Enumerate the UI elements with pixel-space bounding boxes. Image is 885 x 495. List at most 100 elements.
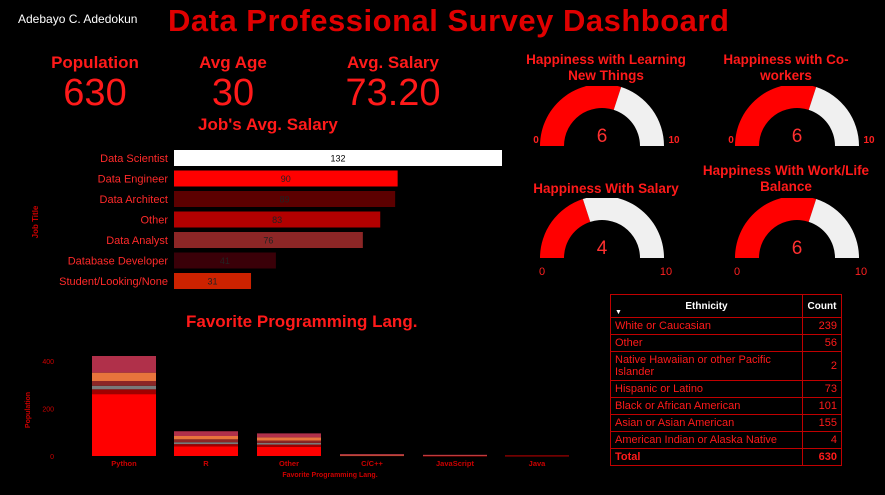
stack-segment (257, 442, 321, 445)
category-label: Data Analyst (106, 235, 168, 247)
bar-value-label: 41 (220, 256, 230, 266)
bar (174, 191, 396, 207)
gauge-worklife-title: Happiness With Work/Life Balance (702, 163, 870, 194)
ethnicity-count: 4 (802, 431, 842, 449)
gauge-track (613, 87, 664, 146)
ethnicity-name: Other (610, 334, 803, 352)
gauge-worklife: 6 0 10 (734, 198, 867, 278)
kpi-avg-salary-label: Avg. Salary (347, 53, 439, 72)
bar (174, 150, 502, 166)
bar-value-label: 90 (281, 174, 291, 184)
gauge-track (808, 87, 859, 146)
gauge-learning: 6 0 10 (533, 86, 680, 147)
lang-chart-title: Favorite Programming Lang. (186, 312, 418, 331)
gauge-salary: 4 0 10 (539, 198, 672, 278)
gauge-fill (540, 86, 622, 146)
stack-segment (92, 372, 156, 381)
category-label: Data Scientist (100, 153, 168, 165)
category-label: Database Developer (68, 256, 169, 268)
ethnicity-count: 155 (802, 414, 842, 432)
job-salary-chart-title: Job's Avg. Salary (198, 115, 338, 134)
ethnicity-count: 2 (802, 351, 842, 381)
gauge-max: 10 (855, 266, 867, 278)
ethnicity-name: Black or African American (610, 397, 803, 415)
x-axis-label: Favorite Programming Lang. (282, 472, 377, 479)
ethnicity-count: 73 (802, 380, 842, 398)
kpi-population-value: 630 (63, 72, 127, 114)
dashboard-title: Data Professional Survey Dashboard (168, 3, 730, 38)
stack-segment (92, 385, 156, 390)
table-row: Black or African American 101 (610, 397, 842, 415)
sort-down-icon[interactable]: ▼ (615, 309, 622, 316)
x-tick-label: Python (111, 459, 137, 468)
bar (174, 211, 381, 228)
x-tick-label: Other (279, 459, 299, 468)
total-label: Total (610, 448, 803, 466)
bar (174, 170, 398, 187)
table-row: American Indian or Alaska Native 4 (610, 431, 842, 449)
ethnicity-count: 239 (802, 317, 842, 335)
kpi-avg-salary-value: 73.20 (345, 72, 441, 114)
ethnicity-name: White or Caucasian (610, 317, 803, 335)
category-label: Data Architect (100, 194, 168, 206)
table-row: Hispanic or Latino 73 (610, 380, 842, 398)
stack-segment (257, 440, 321, 443)
gauge-coworkers-title: Happiness with Co-workers (723, 52, 849, 83)
category-label: Student/Looking/None (59, 276, 168, 288)
bar-value-label: 89 (280, 195, 290, 205)
stack-segment (92, 394, 156, 456)
y-tick-label: 200 (42, 406, 54, 413)
gauge-value: 6 (597, 126, 608, 147)
table-row: White or Caucasian 239 (610, 317, 842, 335)
stack-segment (340, 454, 404, 456)
stack-segment (257, 446, 321, 456)
stack-segment (505, 455, 569, 457)
stack-segment (423, 454, 487, 456)
stack-segment (174, 446, 238, 456)
kpi-avg-age-label: Avg Age (199, 53, 267, 72)
ethnicity-name: Hispanic or Latino (610, 380, 803, 398)
ethnicity-table: Ethnicity ▼ Count White or Caucasian 239 Ot… (610, 294, 842, 466)
gauge-fill (540, 199, 591, 258)
table-row: Asian or Asian American 155 (610, 414, 842, 432)
bar-value-label: 31 (208, 277, 218, 287)
ethnicity-name: Asian or Asian American (610, 414, 803, 432)
count-header[interactable]: Count (802, 294, 842, 318)
bar-value-label: 76 (263, 236, 273, 246)
ethnicity-count: 101 (802, 397, 842, 415)
ethnicity-count: 56 (802, 334, 842, 352)
table-row: Native Hawaiian or other Pacific Islande… (610, 351, 842, 381)
stack-segment (92, 381, 156, 386)
total-count: 630 (802, 448, 842, 466)
gauge-salary-title: Happiness With Salary (533, 181, 679, 196)
x-tick-label: JavaScript (436, 459, 474, 468)
gauge-max: 10 (863, 135, 875, 146)
author-name: Adebayo C. Adedokun (18, 12, 138, 26)
table-total-row: Total 630 (610, 448, 842, 466)
gauge-max: 10 (668, 135, 680, 146)
ethnicity-header[interactable]: Ethnicity ▼ (610, 294, 803, 318)
stack-segment (257, 433, 321, 438)
gauge-min: 0 (539, 266, 545, 278)
table-row: Other 56 (610, 334, 842, 352)
bar (174, 273, 252, 289)
gauge-track (582, 198, 664, 258)
stack-segment (174, 436, 238, 440)
gauge-fill (735, 198, 817, 258)
category-label: Other (140, 215, 168, 227)
ethnicity-name: Native Hawaiian or other Pacific Islande… (610, 351, 803, 381)
bar (174, 252, 276, 269)
gauge-track (808, 199, 859, 258)
programming-language-chart: Population 0 200 400 Python R Other C/C++ JavaSc… (25, 356, 569, 479)
stack-segment (174, 444, 238, 447)
gauge-learning-title: Happiness with Learning New Things (526, 52, 686, 83)
gauge-value: 4 (597, 238, 608, 259)
x-tick-label: Java (529, 459, 547, 468)
y-tick-label: 0 (50, 454, 54, 461)
gauge-min: 0 (533, 135, 539, 146)
gauge-min: 0 (728, 135, 734, 146)
stack-segment (340, 454, 404, 455)
stack-segment (92, 356, 156, 373)
stack-segment (174, 431, 238, 436)
y-tick-label: 400 (42, 359, 54, 366)
